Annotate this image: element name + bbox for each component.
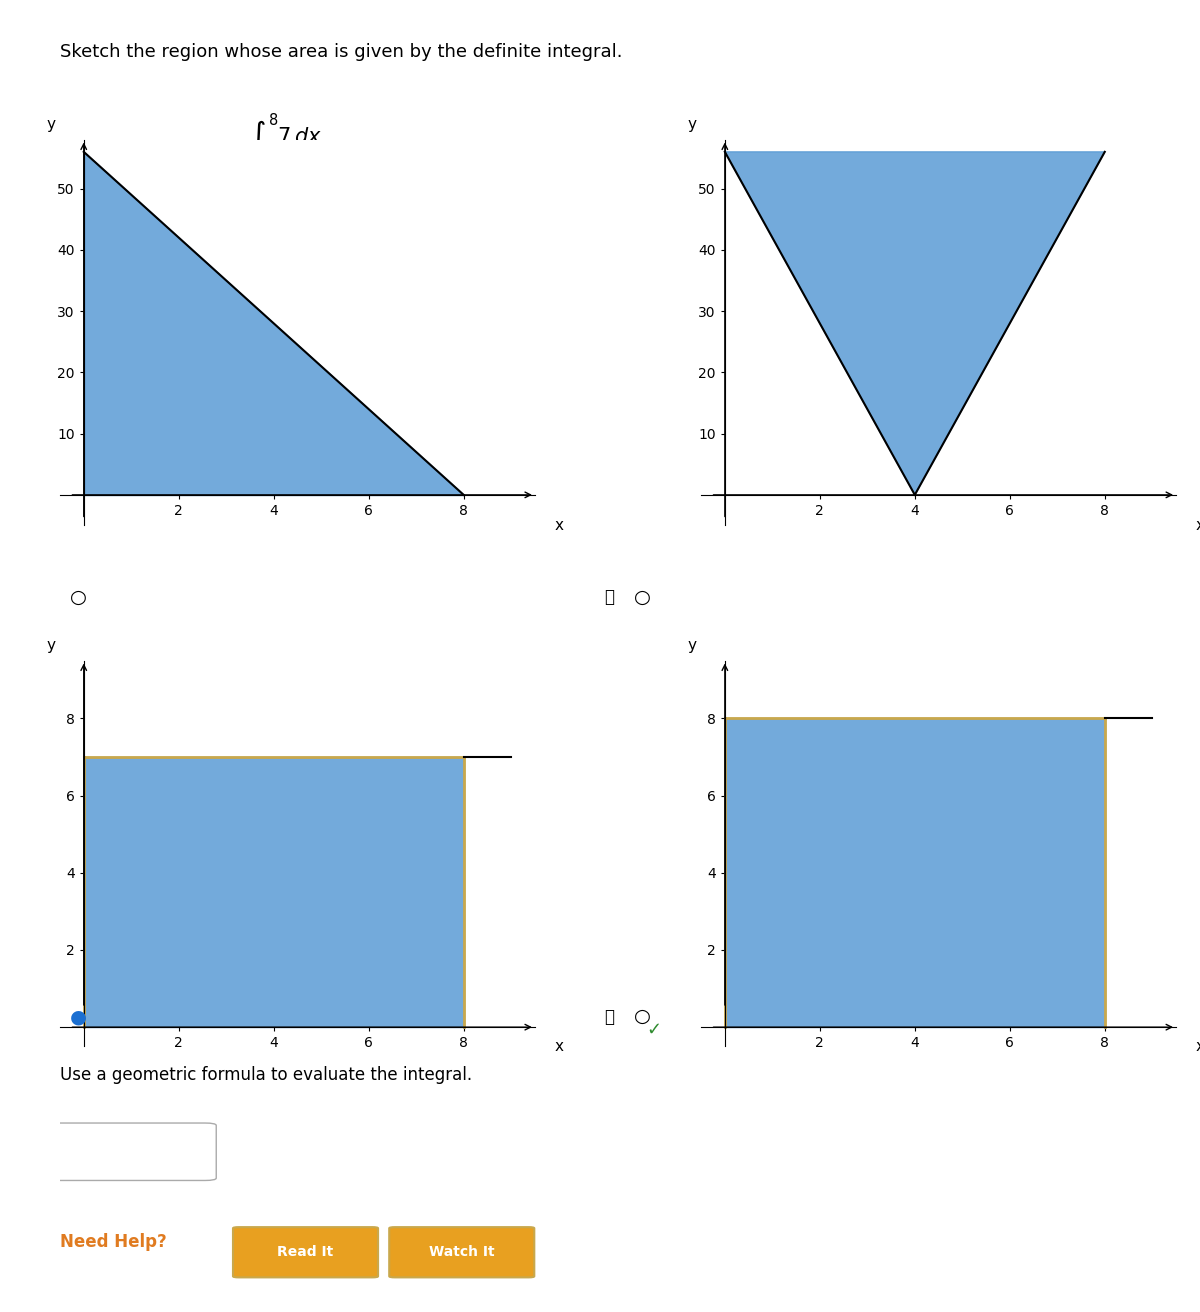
Y-axis label: y: y [46,638,55,653]
Text: Use a geometric formula to evaluate the integral.: Use a geometric formula to evaluate the … [60,1065,472,1084]
X-axis label: x: x [554,1039,563,1054]
Text: $\int_0^8 7\,dx$: $\int_0^8 7\,dx$ [250,112,322,157]
Y-axis label: y: y [46,117,55,133]
Polygon shape [725,152,1105,495]
Text: ○: ○ [70,588,86,606]
X-axis label: x: x [554,518,563,533]
Text: ○: ○ [634,1008,650,1026]
Polygon shape [725,719,1105,1027]
X-axis label: x: x [1195,1039,1200,1054]
Text: Read It: Read It [277,1245,334,1260]
Text: ✓: ✓ [647,1021,661,1039]
Text: Watch It: Watch It [428,1245,494,1260]
Text: ○: ○ [634,588,650,606]
Polygon shape [84,152,463,495]
X-axis label: x: x [1195,518,1200,533]
Polygon shape [84,757,463,1027]
FancyBboxPatch shape [233,1227,378,1278]
FancyBboxPatch shape [389,1227,534,1278]
Y-axis label: y: y [688,117,696,133]
Text: ⓘ: ⓘ [605,588,614,606]
Text: ⓘ: ⓘ [605,1008,614,1026]
Text: Need Help?: Need Help? [60,1233,167,1252]
Text: ●: ● [70,1008,86,1026]
Text: Sketch the region whose area is given by the definite integral.: Sketch the region whose area is given by… [60,43,623,62]
Y-axis label: y: y [688,638,696,653]
FancyBboxPatch shape [49,1123,216,1181]
